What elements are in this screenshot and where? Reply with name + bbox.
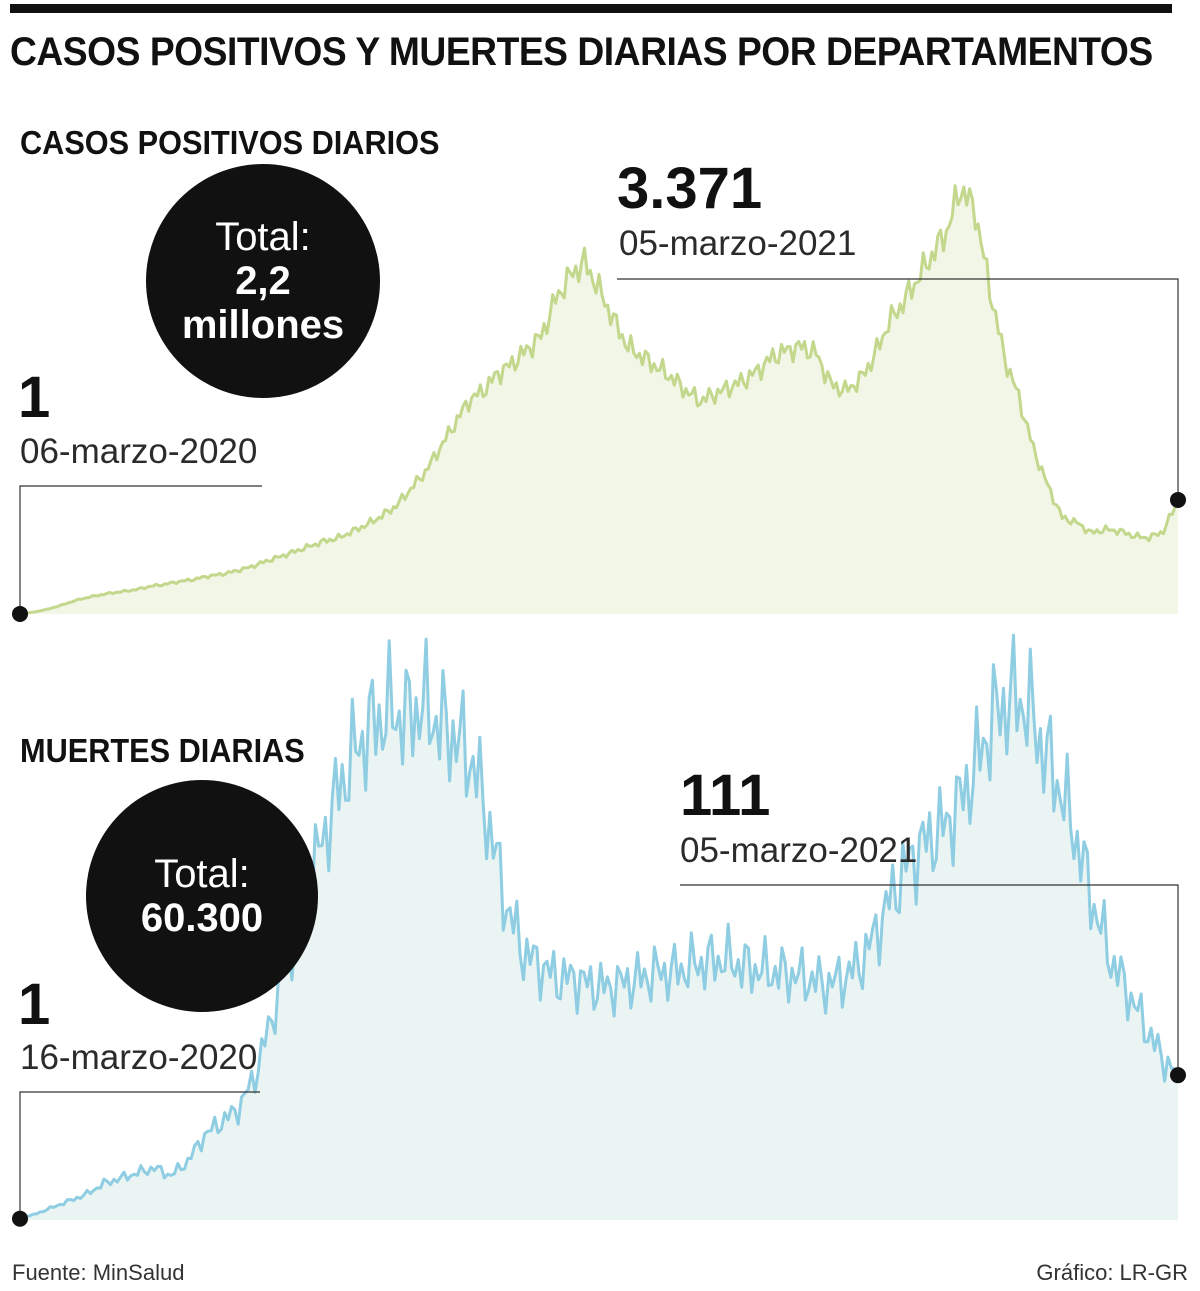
deaths-area-chart	[12, 633, 1186, 1227]
deaths-end-value: 111	[680, 763, 771, 828]
main-title: CASOS POSITIVOS Y MUERTES DIARIAS POR DE…	[10, 30, 1153, 74]
deaths-total-bubble: Total: 60.300	[86, 780, 318, 1012]
deaths-end-point	[1170, 1067, 1186, 1084]
deaths-start-date: 16-marzo-2020	[20, 1038, 258, 1077]
cases-total-value: 2,2 millones	[181, 259, 345, 347]
cases-start-point	[12, 605, 28, 622]
cases-total-label: Total:	[215, 215, 311, 259]
deaths-end-date: 05-marzo-2021	[680, 831, 918, 870]
source-note: Fuente: MinSalud	[12, 1260, 185, 1285]
cases-end-leader-line	[617, 278, 1179, 500]
cases-area-chart	[12, 184, 1186, 622]
credit-note: Gráfico: LR-GR	[1036, 1260, 1188, 1285]
cases-series-line	[19, 184, 1180, 616]
deaths-start-leader-line	[19, 1091, 260, 1219]
deaths-series-line	[19, 633, 1180, 1221]
cases-start-date: 06-marzo-2020	[20, 432, 258, 471]
cases-area-fill	[20, 185, 1178, 615]
cases-total-bubble: Total: 2,2 millones	[146, 164, 380, 398]
cases-panel-title: CASOS POSITIVOS DIARIOS	[20, 124, 440, 161]
cases-end-date: 05-marzo-2021	[619, 224, 857, 263]
deaths-area-fill	[20, 635, 1178, 1220]
deaths-total-label: Total:	[154, 852, 250, 896]
cases-start-leader-line	[19, 485, 262, 614]
deaths-start-value: 1	[18, 972, 51, 1037]
cases-end-point	[1170, 491, 1186, 508]
deaths-panel-title: MUERTES DIARIAS	[20, 732, 305, 769]
cases-start-value: 1	[18, 365, 51, 430]
top-rule	[10, 4, 1172, 13]
deaths-start-point	[12, 1210, 28, 1227]
deaths-end-leader-line	[680, 884, 1179, 1076]
deaths-total-value: 60.300	[140, 896, 264, 940]
cases-end-value: 3.371	[617, 156, 763, 221]
